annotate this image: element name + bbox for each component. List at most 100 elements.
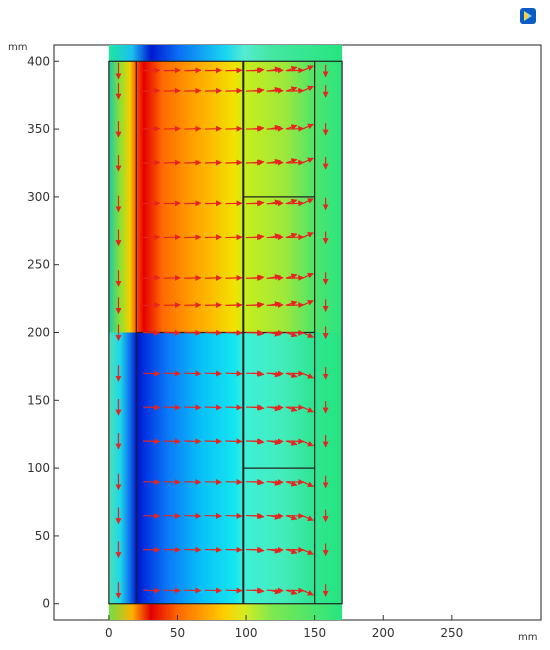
- field-arrow: [225, 438, 243, 445]
- field-arrow: [285, 273, 298, 280]
- field-arrow: [252, 404, 265, 411]
- field-arrow: [285, 86, 298, 93]
- field-arrow: [163, 302, 181, 309]
- field-arrow: [184, 329, 202, 336]
- field-arrow: [269, 66, 281, 73]
- field-arrow: [204, 159, 222, 166]
- field-arrow: [184, 87, 202, 94]
- field-arrow: [269, 233, 281, 240]
- field-arrow: [269, 158, 281, 165]
- field-arrow: [204, 479, 222, 486]
- field-arrow: [269, 86, 281, 93]
- field-arrow: [302, 85, 314, 92]
- field-arrow: [287, 159, 305, 166]
- field-arrow: [302, 272, 314, 279]
- field-arrow: [287, 125, 305, 132]
- field-arrow: [143, 512, 161, 519]
- field-arrow: [184, 512, 202, 519]
- field-arrow: [266, 479, 284, 486]
- y-unit-label: mm: [8, 42, 27, 53]
- field-arrow: [204, 438, 222, 445]
- field-arrow: [143, 404, 161, 411]
- x-tick-label: 250: [440, 626, 463, 640]
- y-tick-label: 300: [27, 190, 50, 204]
- y-tick-label: 100: [27, 461, 50, 475]
- field-arrow: [269, 199, 281, 206]
- y-tick-label: 200: [27, 326, 50, 340]
- app-logo-icon[interactable]: [519, 7, 537, 25]
- field-arrow: [225, 274, 243, 281]
- field-arrow: [252, 87, 265, 94]
- field-arrow: [252, 479, 265, 486]
- field-arrow: [252, 301, 265, 308]
- field-arrow: [285, 372, 298, 378]
- field-arrow: [204, 274, 222, 281]
- y-tick-label: 400: [27, 54, 50, 68]
- field-arrow: [184, 546, 202, 553]
- field-arrow: [163, 587, 181, 594]
- field-arrow: [143, 234, 161, 241]
- field-arrow: [204, 87, 222, 94]
- field-arrow: [204, 329, 222, 336]
- field-arrow: [285, 548, 298, 555]
- field-arrow: [143, 546, 161, 553]
- field-arrow: [184, 479, 202, 486]
- field-arrow: [225, 302, 243, 309]
- axes: 0 50 100 150 200 250 0 50 100 150 200 250 300 350 400: [27, 54, 463, 640]
- field-arrow: [285, 232, 298, 239]
- field-arrow: [163, 159, 181, 166]
- field-arrow: [184, 67, 202, 74]
- field-arrow: [252, 438, 265, 445]
- field-arrow: [302, 406, 314, 413]
- field-arrow: [204, 234, 222, 241]
- field-arrow: [252, 159, 265, 166]
- field-arrow: [184, 125, 202, 132]
- field-arrow: [287, 234, 305, 241]
- field-arrow: [143, 587, 161, 594]
- field-arrow: [302, 372, 314, 379]
- field-arrow: [266, 438, 284, 445]
- field-arrow: [269, 439, 281, 446]
- field-arrow: [163, 370, 181, 377]
- field-arrow: [266, 200, 284, 207]
- field-arrow: [266, 370, 284, 377]
- field-arrow: [287, 200, 305, 207]
- field-arrow: [285, 158, 298, 164]
- field-arrow: [302, 515, 314, 521]
- field-arrow: [225, 67, 243, 74]
- field-arrow: [252, 125, 265, 132]
- field-arrow: [302, 123, 314, 130]
- x-tick-label: 100: [235, 626, 258, 640]
- field-arrow: [269, 547, 281, 554]
- field-arrow: [204, 512, 222, 519]
- domain-outline: [108, 60, 343, 605]
- y-tick-label: 50: [35, 529, 50, 543]
- field-arrow: [225, 329, 243, 336]
- field-arrow: [143, 274, 161, 281]
- field-arrow: [269, 274, 281, 280]
- field-arrow: [266, 87, 284, 94]
- field-arrow: [143, 329, 161, 336]
- field-arrow: [225, 200, 243, 207]
- field-arrow: [184, 200, 202, 207]
- field-arrow: [266, 404, 284, 411]
- field-arrow: [266, 234, 284, 241]
- field-arrow: [225, 546, 243, 553]
- field-arrow: [266, 274, 284, 281]
- y-tick-label: 0: [42, 597, 50, 611]
- field-arrow: [266, 587, 284, 594]
- field-arrow: [184, 159, 202, 166]
- field-arrow: [285, 65, 298, 72]
- field-arrow: [163, 67, 181, 74]
- domain-boundaries: [108, 60, 343, 605]
- field-arrow: [163, 200, 181, 207]
- x-unit-label: mm: [518, 632, 537, 643]
- field-arrow: [285, 589, 298, 595]
- field-arrow: [285, 406, 298, 412]
- field-arrow: [269, 479, 281, 486]
- field-arrow: [163, 512, 181, 519]
- field-arrow: [285, 331, 298, 338]
- field-arrow: [204, 546, 222, 553]
- field-arrow: [302, 589, 314, 596]
- field-arrow: [285, 514, 298, 521]
